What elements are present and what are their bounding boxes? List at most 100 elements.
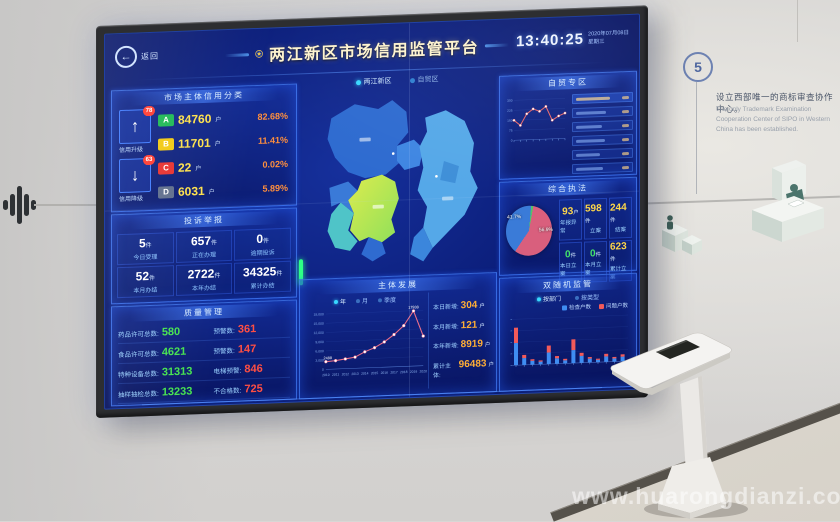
downgrade-label: 信用降级 [119, 193, 151, 203]
credit-downgrade-tile[interactable]: ↓ 63 [119, 158, 151, 193]
svg-text:2018: 2018 [400, 370, 408, 374]
led-display: ← 返回 两江新区市场信用监管平台 13:40:25 2020年07月08日 星… [96, 5, 648, 418]
radio-dot-icon [356, 80, 361, 85]
back-arrow-icon: ← [115, 45, 137, 68]
tab-free-trade-zone[interactable]: 自贸区 [410, 74, 439, 85]
svg-text:2013: 2013 [351, 372, 359, 376]
grade-c-count: 22 [178, 160, 191, 175]
enforcement-cell: 244件 结案 [609, 197, 632, 239]
grade-a-chip: A [158, 114, 174, 127]
tab-liangjiang[interactable]: 两江新区 [356, 76, 392, 87]
svg-text:2017: 2017 [390, 370, 398, 374]
svg-text:18,000: 18,000 [313, 312, 324, 316]
svg-text:75: 75 [509, 129, 513, 133]
led-seam-vertical [409, 23, 410, 397]
legend-swatch-red [599, 303, 604, 308]
header: 两江新区市场信用监管平台 [225, 27, 509, 72]
enforcement-cell: 598件 立案 [584, 198, 607, 240]
svg-text:300: 300 [507, 99, 513, 103]
enforcement-pie-chart: 56.9% 41.7% [503, 199, 555, 263]
header-decor-right [485, 43, 509, 47]
svg-text:6,000: 6,000 [315, 349, 324, 353]
svg-text:2016: 2016 [381, 371, 389, 375]
svg-text:150: 150 [507, 119, 513, 123]
trade-list-header [572, 92, 633, 104]
svg-text:2014: 2014 [361, 371, 369, 375]
soundwave-icon [3, 184, 33, 226]
pie-label-major: 56.9% [539, 227, 553, 234]
tab-by-department[interactable]: 按部门 [537, 294, 561, 304]
watermark: www.huarongdianzi.com [572, 483, 840, 510]
svg-text:2020: 2020 [420, 369, 428, 373]
svg-text:12,000: 12,000 [313, 331, 324, 335]
grade-d-count: 6031 [178, 184, 205, 199]
credit-upgrade-tile[interactable]: ↑ 78 [119, 109, 151, 144]
svg-text:2488: 2488 [324, 356, 332, 360]
display-bezel: ← 返回 两江新区市场信用监管平台 13:40:25 2020年07月08日 星… [96, 5, 648, 418]
trade-list-row [572, 134, 633, 146]
upgrade-label: 信用升级 [119, 144, 151, 154]
complaint-cell: 5件 今日受理 [117, 232, 174, 265]
milestone-text-en: The only Trademark Examination Cooperati… [716, 105, 838, 134]
svg-text:0: 0 [322, 368, 324, 372]
svg-text:2012: 2012 [342, 372, 350, 376]
clock: 13:40:25 2020年07月08日 星期三 [516, 29, 629, 50]
district-map[interactable] [301, 84, 493, 275]
svg-text:2010: 2010 [322, 373, 330, 377]
svg-text:0: 0 [511, 139, 513, 143]
trade-list-row [572, 148, 633, 160]
credit-row-d: D 6031 户 5.89% [158, 176, 292, 205]
enforcement-cell: 93户 年报异常 [559, 199, 582, 241]
grade-b-chip: B [158, 138, 174, 151]
svg-text:9,000: 9,000 [315, 340, 324, 344]
dashboard-title: 两江新区市场信用监管平台 [269, 34, 479, 66]
trade-list-row [572, 162, 633, 174]
grade-b-unit: 户 [215, 138, 221, 147]
complaint-cell: 0件 逾期投诉 [234, 228, 291, 261]
pie-label-minor: 41.7% [507, 214, 521, 221]
svg-text:2011: 2011 [332, 373, 339, 377]
trade-list-row [572, 106, 633, 118]
back-button[interactable]: ← 返回 [115, 45, 159, 69]
legend-year[interactable]: 年 [334, 297, 346, 306]
legend-swatch-blue [562, 305, 567, 310]
grade-c-chip: C [158, 162, 174, 175]
complaint-cell: 52件 本月办结 [117, 265, 174, 298]
isometric-service-counter-illustration [648, 158, 840, 270]
credit-classification-panel: 市场主体信用分类 ↑ 78 信用升级 ↓ [111, 83, 297, 212]
trade-list-row [572, 120, 633, 132]
grade-d-chip: D [158, 186, 174, 199]
upgrade-badge: 78 [143, 106, 155, 116]
tab-by-type[interactable]: 按类型 [575, 292, 599, 302]
clock-time: 13:40:25 [516, 31, 584, 51]
quality-panel: 质量管理 药品许可总数:580 预警数:361 食品许可总数:4621 预警数:… [111, 299, 297, 406]
arrow-up-icon: ↑ [131, 116, 140, 136]
svg-text:225: 225 [507, 109, 513, 113]
grade-a-unit: 户 [215, 114, 221, 123]
legend-month[interactable]: 月 [356, 296, 368, 305]
clock-weekday: 星期三 [588, 37, 629, 46]
grade-d-unit: 户 [209, 186, 215, 195]
svg-text:2019: 2019 [410, 370, 418, 374]
svg-text:2015: 2015 [371, 371, 379, 375]
platform-emblem-icon [255, 44, 263, 64]
grade-b-count: 11701 [178, 136, 211, 151]
complaint-cell: 34325件 累计办结 [234, 261, 291, 294]
trade-ranking-list [572, 90, 633, 174]
back-label: 返回 [141, 50, 159, 62]
grade-c-pct: 0.02% [262, 159, 292, 170]
wall-corner-line [797, 0, 798, 42]
grade-b-pct: 11.41% [258, 135, 292, 146]
complaint-cell: 657件 正在办理 [176, 230, 233, 263]
grade-d-pct: 5.89% [262, 183, 292, 194]
svg-text:15,000: 15,000 [313, 322, 324, 326]
dashboard-ui: ← 返回 两江新区市场信用监管平台 13:40:25 2020年07月08日 星… [104, 14, 640, 410]
milestone-number: 5 [694, 59, 702, 75]
complaint-cell: 2722件 本年办结 [176, 263, 233, 296]
grade-a-count: 84760 [178, 112, 211, 127]
complaints-panel: 投诉举报 5件 今日受理 657件 正在办理 0件 逾期投诉 52件 本月办结 [111, 207, 297, 304]
grade-c-unit: 户 [195, 163, 201, 172]
